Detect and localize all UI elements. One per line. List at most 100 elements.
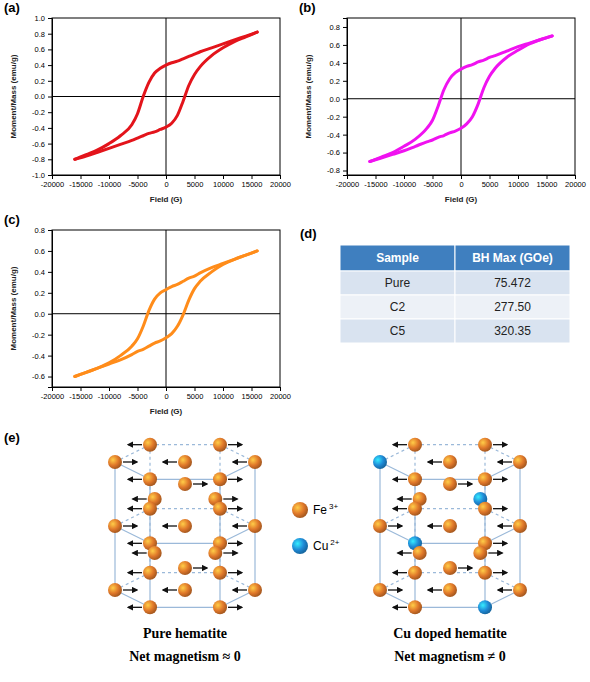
fe-atom [443, 477, 457, 491]
chart-panel: -20000-15000-10000-500005000100001500020… [4, 212, 291, 416]
y-tick-label: 1.0 [35, 14, 45, 23]
structure-title: Cu doped hematite [393, 626, 507, 641]
y-tick-label: -0.8 [327, 166, 340, 175]
fe-atom [408, 438, 422, 452]
x-tick: -15000 [364, 175, 387, 189]
spin-arrow [398, 498, 412, 499]
y-tick-label: -0.4 [32, 352, 45, 361]
x-tick-mark [404, 175, 405, 179]
fe-atom [143, 472, 157, 486]
spin-arrow [228, 479, 242, 480]
spin-arrow [163, 589, 177, 590]
y-tick: 0.6 [35, 45, 52, 54]
y-axis-line [48, 19, 53, 176]
spin-arrow [163, 525, 177, 526]
y-tick: 0.8 [35, 226, 52, 235]
y-tick-label: -0.4 [32, 124, 45, 133]
table-cell [455, 319, 570, 343]
x-tick-mark [195, 175, 196, 179]
cell-text: 320.35 [494, 324, 531, 338]
spin-arrow [498, 525, 512, 526]
x-tick-mark [81, 387, 82, 391]
x-tick-label: -20000 [336, 180, 359, 189]
cell-text: C5 [390, 324, 406, 338]
spin-arrow [193, 567, 207, 568]
fe-atom [248, 519, 262, 533]
x-axis: -20000-15000-10000-500005000100001500020… [41, 175, 291, 189]
y-tick: -0.8 [327, 166, 347, 175]
x-tick-mark [575, 175, 576, 179]
fe-atom [473, 546, 487, 560]
y-axis: -1.0-0.8-0.6-0.4-0.20.00.20.40.60.81.0 [32, 14, 52, 180]
header-text: Sample [376, 251, 419, 265]
y-tick-label: 0.8 [35, 226, 45, 235]
y-tick-mark [48, 128, 52, 129]
y-tick: -0.4 [32, 124, 52, 133]
zero-line-horizontal [347, 98, 575, 99]
spin-arrow [393, 444, 407, 445]
fe-atom [513, 455, 527, 469]
x-tick-label: 0 [164, 180, 168, 189]
y-tick-mark [343, 135, 347, 136]
x-tick: -20000 [336, 175, 359, 189]
fe-atom [248, 583, 262, 597]
spin-arrow [123, 461, 137, 462]
lattice-edge [150, 444, 220, 445]
x-tick: -5000 [128, 175, 147, 189]
lattice-edge [415, 543, 485, 544]
panel-label: (e) [4, 430, 20, 445]
y-tick-mark [343, 81, 347, 82]
y-axis-title: Moment/Mass (emu/g) [9, 266, 18, 350]
y-axis-line [48, 231, 53, 388]
fe-atom [213, 502, 227, 516]
y-tick-mark [343, 63, 347, 64]
y-axis: -0.6-0.4-0.20.00.20.40.60.8 [32, 226, 52, 388]
fe-atom [143, 502, 157, 516]
spin-arrow [428, 525, 442, 526]
x-axis: -20000-15000-10000-500005000100001500020… [41, 387, 291, 401]
y-axis-title: Moment/Mass (emu/g) [304, 54, 313, 138]
y-tick-mark [48, 34, 52, 35]
x-tick-label: -10000 [98, 392, 121, 401]
spin-arrow [133, 498, 147, 499]
y-tick: -0.6 [327, 148, 347, 157]
x-tick: -10000 [98, 387, 121, 401]
y-tick-label: -1.0 [32, 171, 45, 180]
zero-line-horizontal [52, 96, 280, 97]
x-tick: 20000 [270, 387, 291, 401]
spin-arrow [233, 461, 247, 462]
table-cell [340, 271, 455, 295]
crystal-structure [373, 438, 527, 615]
fe-atom [208, 546, 222, 560]
y-tick-mark [48, 18, 52, 19]
y-tick-label: 0.4 [330, 59, 340, 68]
spin-arrow [498, 589, 512, 590]
cu-atom [373, 455, 387, 469]
lattice-edge [415, 444, 485, 445]
lattice-edge [415, 508, 485, 509]
y-tick-mark [48, 144, 52, 145]
y-tick: 0.2 [330, 77, 347, 86]
y-tick: 0.2 [35, 77, 52, 86]
plot-area [370, 36, 552, 162]
y-tick-mark [48, 65, 52, 66]
table-cell [455, 271, 570, 295]
y-tick: -0.4 [327, 131, 347, 140]
fe-atom [443, 583, 457, 597]
y-tick-mark [48, 230, 52, 231]
x-tick: 10000 [508, 175, 529, 189]
legend-label: Cu2+ [313, 538, 340, 553]
fe-atom [108, 583, 122, 597]
x-tick: 15000 [537, 175, 558, 189]
y-tick-label: 0.2 [35, 289, 45, 298]
y-tick: 0.8 [330, 23, 347, 32]
lattice-edge [150, 543, 220, 544]
hysteresis-branch [75, 32, 257, 159]
legend-swatch [292, 538, 308, 554]
x-tick-label: 10000 [508, 180, 529, 189]
hysteresis-branch [75, 251, 257, 377]
hysteresis-branch [370, 36, 552, 162]
table-cell [340, 295, 455, 319]
plot-frame [52, 230, 280, 387]
x-tick: -10000 [393, 175, 416, 189]
